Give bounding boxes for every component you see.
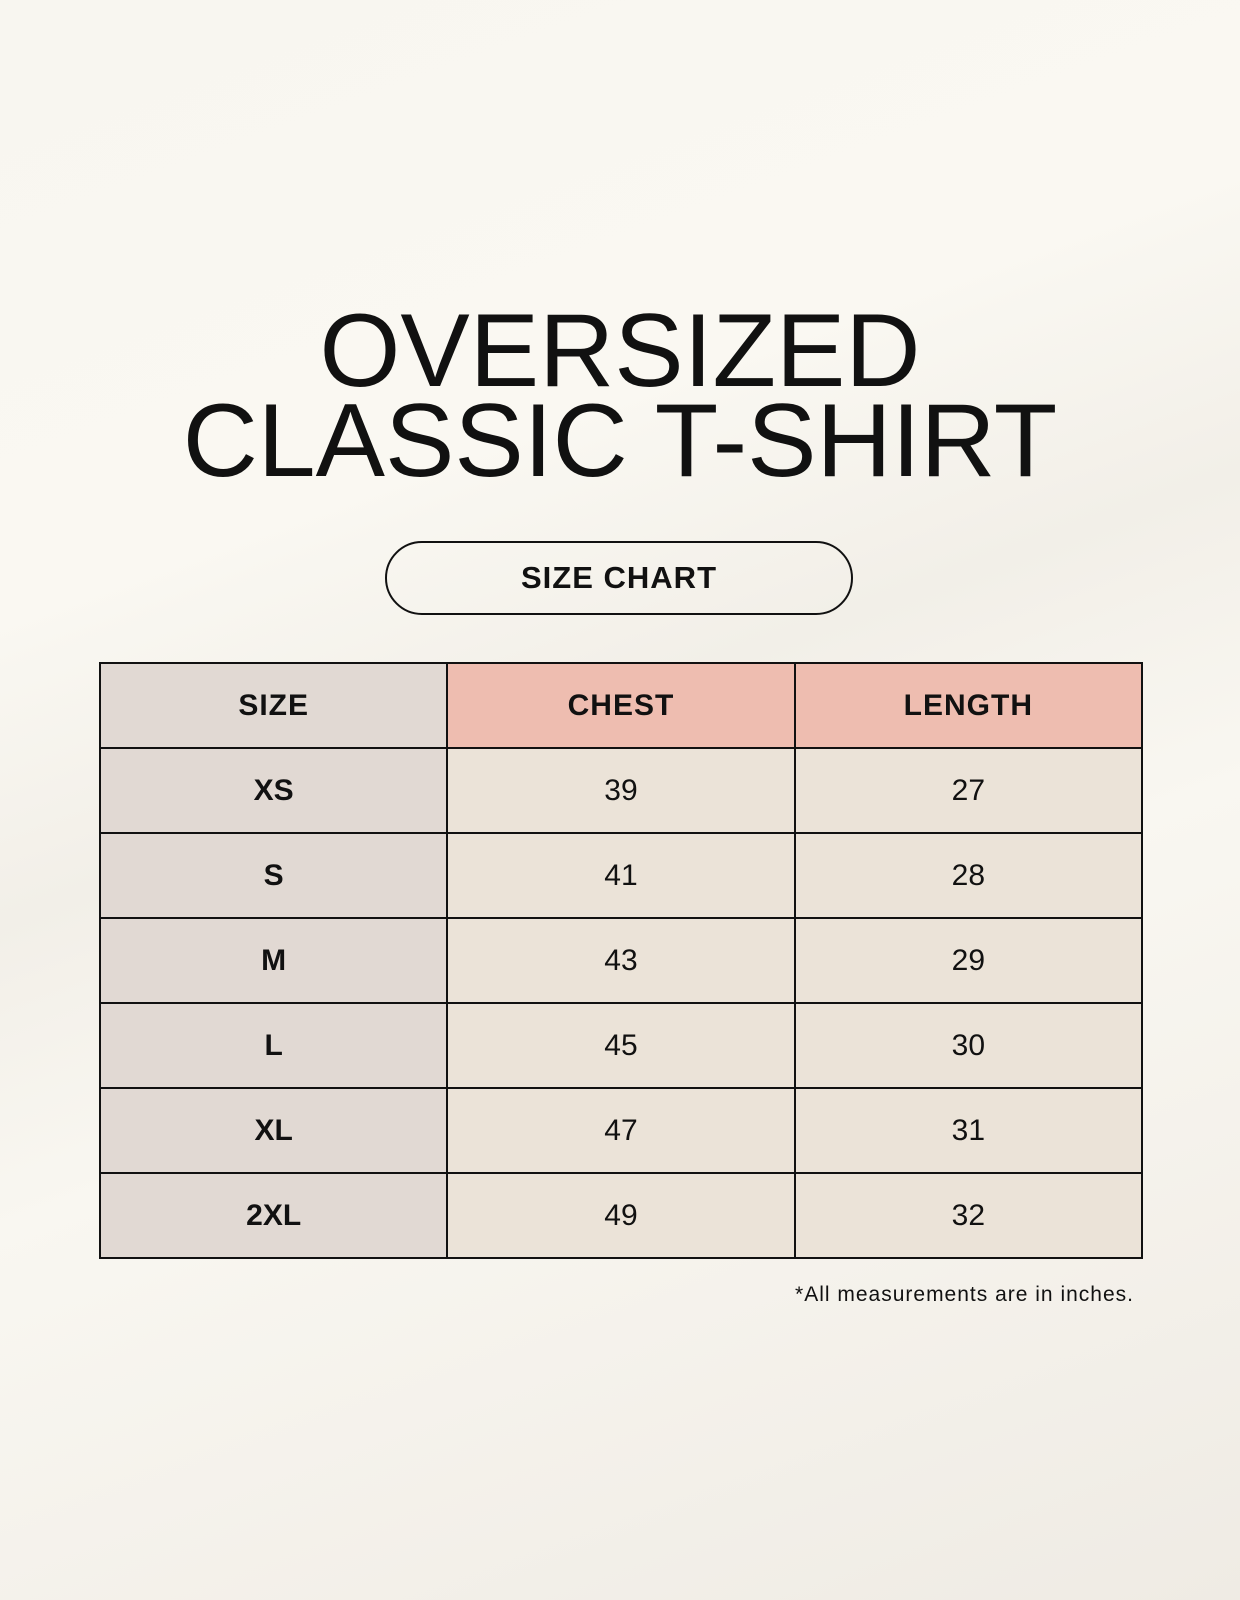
length-cell: 31 (793, 1087, 1144, 1174)
size-cell: XS (98, 747, 449, 834)
column-header-length: LENGTH (793, 662, 1144, 749)
chest-cell: 41 (446, 832, 796, 919)
table-row: L 45 30 (98, 1002, 1144, 1089)
title-line-2: CLASSIC T-SHIRT (182, 383, 1058, 499)
table-row: M 43 29 (98, 917, 1144, 1004)
length-cell: 27 (793, 747, 1144, 834)
size-cell: S (98, 832, 449, 919)
size-chart-label: SIZE CHART (385, 541, 853, 615)
length-cell: 32 (793, 1172, 1144, 1259)
size-cell: 2XL (98, 1172, 449, 1259)
size-cell: L (98, 1002, 449, 1089)
chest-cell: 47 (446, 1087, 796, 1174)
table-header-row: SIZE CHEST LENGTH (98, 662, 1144, 749)
table-row: XL 47 31 (98, 1087, 1144, 1174)
title-line-1: OVERSIZED (319, 293, 921, 409)
table-row: 2XL 49 32 (98, 1172, 1144, 1259)
table-row: S 41 28 (98, 832, 1144, 919)
size-cell: M (98, 917, 449, 1004)
length-cell: 28 (793, 832, 1144, 919)
column-header-chest: CHEST (446, 662, 796, 749)
size-cell: XL (98, 1087, 449, 1174)
chest-cell: 45 (446, 1002, 796, 1089)
chest-cell: 39 (446, 747, 796, 834)
column-header-size: SIZE (98, 662, 449, 749)
length-cell: 29 (793, 917, 1144, 1004)
length-cell: 30 (793, 1002, 1144, 1089)
table-row: XS 39 27 (98, 747, 1144, 834)
chest-cell: 43 (446, 917, 796, 1004)
size-chart-table: SIZE CHEST LENGTH XS 39 27 S 41 28 M 43 29 L 45 30 XL 4… (98, 662, 1144, 1259)
footnote: *All measurements are in inches. (795, 1283, 1134, 1306)
page-title: OVERSIZED CLASSIC T-SHIRT (0, 293, 1240, 499)
chest-cell: 49 (446, 1172, 796, 1259)
